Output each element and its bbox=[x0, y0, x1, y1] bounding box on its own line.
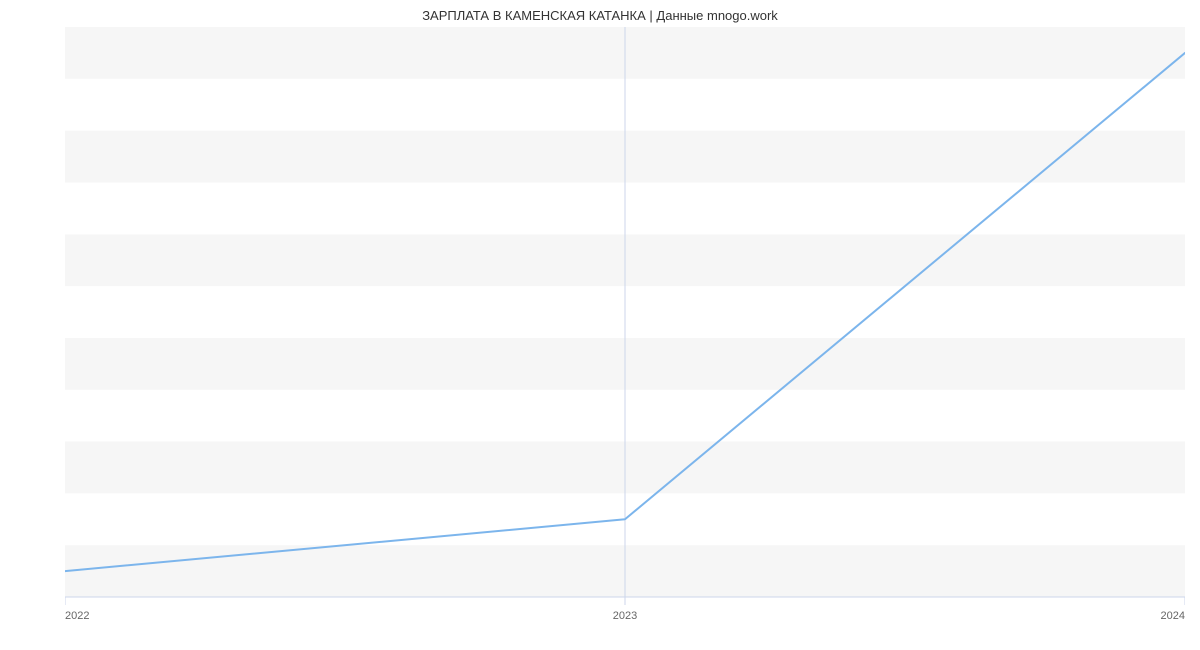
chart-title: ЗАРПЛАТА В КАМЕНСКАЯ КАТАНКА | Данные mn… bbox=[0, 0, 1200, 27]
chart-svg: 5400056000580006000062000640006600068000… bbox=[65, 27, 1185, 627]
x-tick-label: 2023 bbox=[613, 610, 637, 622]
x-tick-label: 2024 bbox=[1161, 610, 1185, 622]
x-tick-label: 2022 bbox=[65, 610, 89, 622]
chart-plot-area: 5400056000580006000062000640006600068000… bbox=[65, 27, 1185, 597]
